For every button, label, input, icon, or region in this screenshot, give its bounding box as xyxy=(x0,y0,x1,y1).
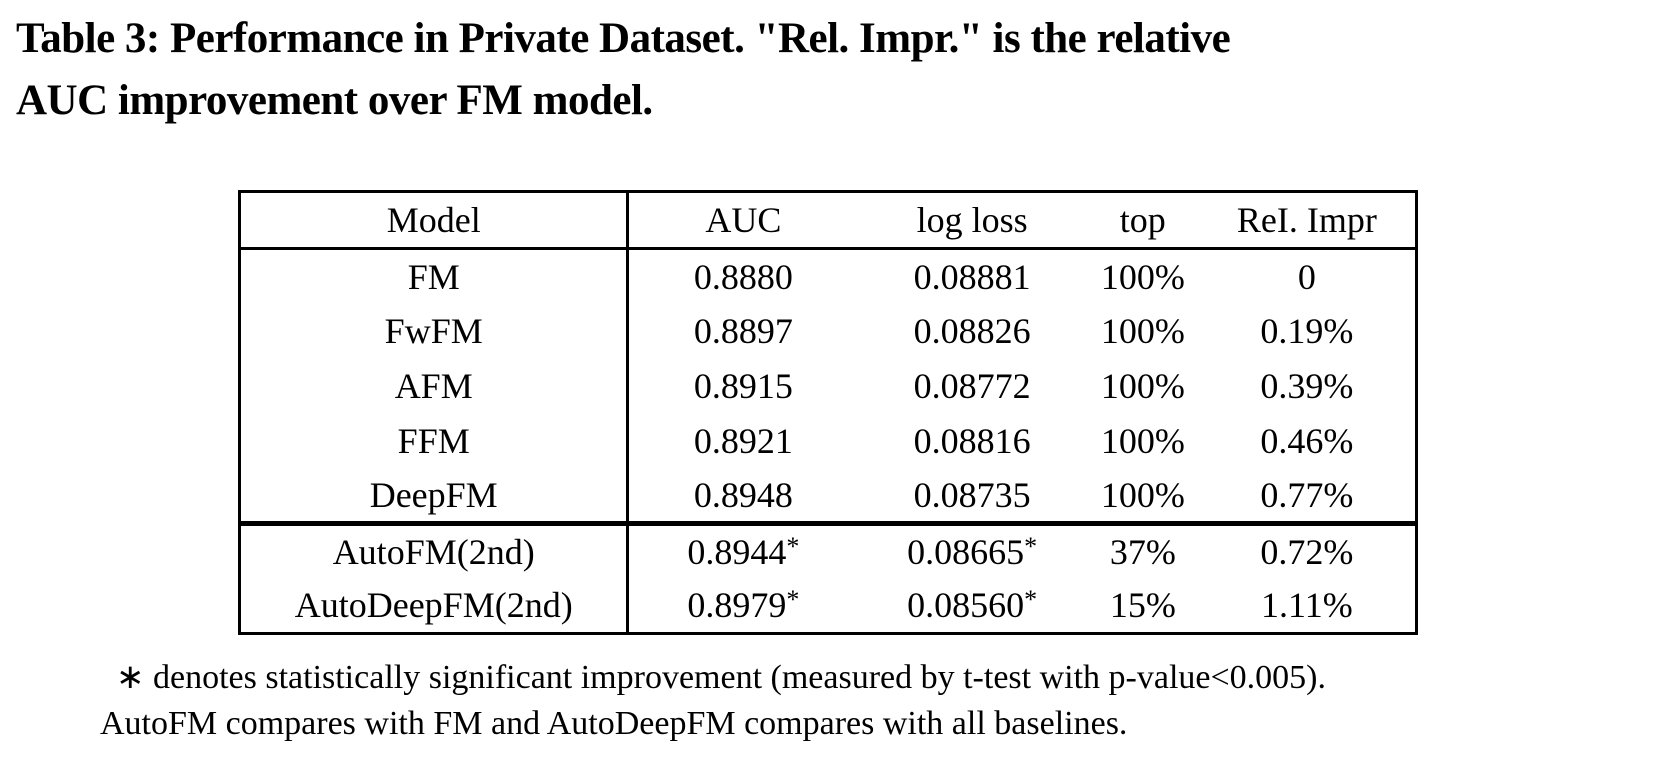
logloss-cell: 0.08560* xyxy=(857,579,1087,634)
table-footnote: ∗ denotes statistically significant impr… xyxy=(100,655,1326,747)
rel-impr-cell: 0.39% xyxy=(1260,366,1354,406)
model-cell: FM xyxy=(239,248,630,304)
auc-value: 0.8921 xyxy=(693,421,793,461)
significance-star: * xyxy=(1024,585,1038,615)
auc-value: 0.8897 xyxy=(693,311,793,351)
logloss-cell: 0.08665* xyxy=(857,524,1087,579)
logloss-cell: 0.08816 xyxy=(857,414,1087,469)
performance-table: Model AUC log loss top ReI. Impr FM 0.88… xyxy=(238,190,1418,635)
table-row-autofm: AutoFM(2nd) 0.8944* 0.08665* 37% 0.72% xyxy=(239,523,1417,579)
logloss-value: 0.08735 xyxy=(913,474,1031,515)
auc-cell: 0.8921 xyxy=(628,414,858,469)
table-row-ffm: FFM 0.8921 0.08816 100% 0.46% xyxy=(239,413,1417,469)
logloss-value: 0.08826 xyxy=(913,311,1031,351)
table-row-fm: FM 0.8880 0.08881 100% 0 xyxy=(239,248,1417,304)
caption-line-2: AUC improvement over FM model. xyxy=(16,77,653,124)
model-cell: DeepFM xyxy=(239,468,630,524)
logloss-value: 0.08665 xyxy=(907,532,1025,573)
model-cell: AutoFM(2nd) xyxy=(239,523,630,579)
rel-impr-cell: 0.77% xyxy=(1260,474,1354,515)
auc-value: 0.8944 xyxy=(687,532,787,573)
auc-value: 0.8948 xyxy=(693,474,793,515)
auc-cell: 0.8880 xyxy=(628,249,858,304)
model-cell: FFM xyxy=(239,413,630,469)
auc-value: 0.8915 xyxy=(693,366,793,406)
significance-star: * xyxy=(786,585,800,615)
logloss-value: 0.08881 xyxy=(913,256,1031,297)
top-cell: 100% xyxy=(1100,311,1185,351)
auc-cell: 0.8897 xyxy=(628,304,858,359)
col-header-top: top xyxy=(1119,200,1166,240)
logloss-value: 0.08560 xyxy=(907,585,1025,626)
auc-cell: 0.8944* xyxy=(628,524,858,579)
logloss-cell: 0.08826 xyxy=(857,304,1087,359)
table-row-fwfm: FwFM 0.8897 0.08826 100% 0.19% xyxy=(239,303,1417,359)
table-caption: Table 3: Performance in Private Dataset.… xyxy=(16,8,1231,132)
top-cell: 100% xyxy=(1100,366,1185,406)
rel-impr-cell: 0.46% xyxy=(1260,421,1354,461)
rel-impr-cell: 0.72% xyxy=(1260,532,1354,573)
table-row-deepfm: DeepFM 0.8948 0.08735 100% 0.77% xyxy=(239,468,1417,524)
footnote-line-2: AutoFM compares with FM and AutoDeepFM c… xyxy=(100,705,1128,742)
logloss-cell: 0.08881 xyxy=(857,249,1087,304)
top-cell: 100% xyxy=(1100,474,1185,515)
top-cell: 100% xyxy=(1100,256,1185,297)
rel-impr-cell: 1.11% xyxy=(1261,585,1353,626)
top-cell: 15% xyxy=(1109,585,1176,626)
model-cell: AutoDeepFM(2nd) xyxy=(239,578,630,634)
table-row-autodeepfm: AutoDeepFM(2nd) 0.8979* 0.08560* 15% 1.1… xyxy=(239,578,1417,634)
table-header-row: Model AUC log loss top ReI. Impr xyxy=(239,191,1417,249)
col-header-logloss: log loss xyxy=(916,200,1028,240)
auc-value: 0.8880 xyxy=(693,256,793,297)
auc-cell: 0.8915 xyxy=(628,359,858,414)
auc-cell: 0.8979* xyxy=(628,579,858,634)
significance-star: * xyxy=(786,532,800,562)
logloss-cell: 0.08772 xyxy=(857,359,1087,414)
col-header-model: Model xyxy=(239,191,630,249)
caption-line-1: Table 3: Performance in Private Dataset.… xyxy=(16,15,1231,62)
footnote-line-1: ∗ denotes statistically significant impr… xyxy=(116,659,1326,696)
logloss-cell: 0.08735 xyxy=(857,469,1087,524)
logloss-value: 0.08816 xyxy=(913,421,1031,461)
auc-value: 0.8979 xyxy=(687,585,787,626)
model-cell: FwFM xyxy=(239,303,630,359)
rel-impr-cell: 0 xyxy=(1297,256,1316,297)
col-header-rel-impr: ReI. Impr xyxy=(1236,200,1377,240)
col-header-auc: AUC xyxy=(705,200,782,240)
logloss-value: 0.08772 xyxy=(913,366,1031,406)
model-cell: AFM xyxy=(239,358,630,414)
table-row-afm: AFM 0.8915 0.08772 100% 0.39% xyxy=(239,358,1417,414)
significance-star: * xyxy=(1024,532,1038,562)
auc-cell: 0.8948 xyxy=(628,469,858,524)
top-cell: 37% xyxy=(1109,532,1176,573)
top-cell: 100% xyxy=(1100,421,1185,461)
rel-impr-cell: 0.19% xyxy=(1260,311,1354,351)
